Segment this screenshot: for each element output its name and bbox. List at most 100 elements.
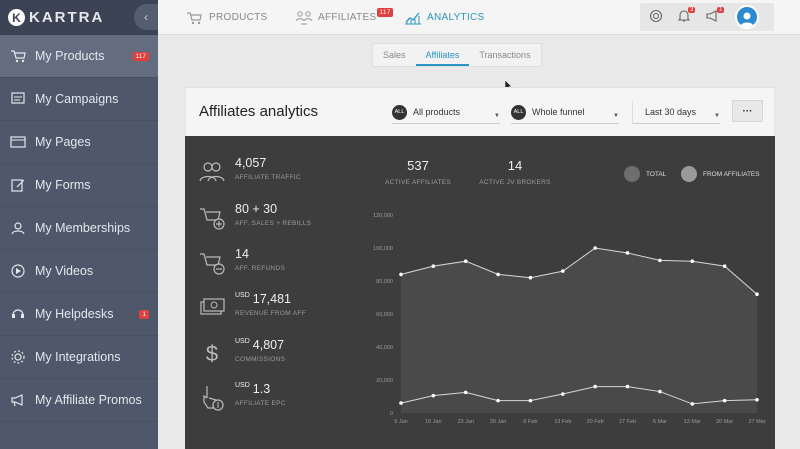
sidebar-item-label: My Products bbox=[35, 49, 105, 63]
caret-down-icon: ▼ bbox=[714, 113, 720, 119]
data-point bbox=[593, 384, 597, 389]
stat-aff-sales: 80 + 30 AFF. SALES + REBILLS bbox=[197, 202, 311, 234]
x-tick-label: 16 Jan bbox=[425, 419, 442, 425]
product-filter-select[interactable]: ALL All products ▼ bbox=[392, 101, 500, 124]
data-point bbox=[496, 398, 500, 403]
y-tick-label: 40,000 bbox=[376, 345, 393, 351]
stat-label: AFF. SALES + REBILLS bbox=[235, 220, 312, 227]
data-point bbox=[463, 390, 468, 395]
tab-sales[interactable]: Sales bbox=[383, 50, 406, 60]
data-point bbox=[722, 264, 727, 268]
x-tick-label: 9 Jan bbox=[394, 419, 407, 425]
nav-affiliates[interactable]: AFFILIATES 117 bbox=[295, 0, 393, 35]
x-tick-label: 6 Feb bbox=[523, 419, 537, 425]
data-point bbox=[496, 272, 500, 277]
sidebar-item-campaigns[interactable]: My Campaigns bbox=[0, 78, 158, 121]
sidebar-item-products[interactable]: My Products 117 bbox=[0, 35, 158, 78]
data-point bbox=[755, 398, 759, 402]
collapse-sidebar-button[interactable]: ‹ bbox=[134, 4, 158, 30]
funnel-filter-value: Whole funnel bbox=[532, 107, 585, 117]
product-filter-value: All products bbox=[413, 107, 461, 117]
nav-analytics-label: ANALYTICS bbox=[427, 12, 485, 23]
affiliates-count-badge: 117 bbox=[377, 8, 393, 17]
megaphone-icon[interactable]: 1 bbox=[706, 7, 725, 23]
stat-affiliate-traffic: 4,057 AFFILIATE TRAFFIC bbox=[197, 156, 301, 188]
tab-transactions[interactable]: Transactions bbox=[479, 50, 531, 60]
memberships-icon bbox=[9, 219, 27, 237]
helpdesk-icon bbox=[9, 305, 27, 323]
legend-swatch-affiliates bbox=[681, 166, 697, 182]
stat-value: 14 bbox=[235, 247, 249, 261]
sidebar-item-memberships[interactable]: My Memberships bbox=[0, 207, 158, 250]
sidebar-item-videos[interactable]: My Videos bbox=[0, 250, 158, 293]
notifications-badge: 3 bbox=[688, 7, 696, 13]
stat-value: USD 4,807 bbox=[235, 338, 285, 352]
stat-label: REVENUE FROM AFF bbox=[235, 310, 306, 317]
stat-value: USD 1.3 bbox=[235, 382, 286, 396]
kpi-value: 14 bbox=[507, 158, 523, 173]
stat-value: 80 + 30 bbox=[235, 202, 278, 216]
sidebar: K KARTRA ‹ My Products 117 My Campaigns … bbox=[0, 0, 158, 449]
products-count-badge: 117 bbox=[132, 51, 149, 61]
kpi-active-jv-brokers: 14 ACTIVE JV BROKERS bbox=[475, 158, 555, 186]
x-tick-label: 30 Jan bbox=[490, 419, 507, 425]
support-icon[interactable] bbox=[649, 9, 663, 23]
nav-analytics[interactable]: ANALYTICS bbox=[404, 0, 485, 35]
data-point bbox=[593, 246, 597, 250]
sidebar-item-label: My Forms bbox=[35, 178, 91, 192]
stat-label: AFF. REFUNDS bbox=[235, 265, 286, 272]
data-point bbox=[528, 275, 533, 280]
data-point bbox=[561, 269, 565, 273]
data-point bbox=[625, 384, 630, 389]
analytics-panel-body: 4,057 AFFILIATE TRAFFIC 80 + 30 AFF. SALES… bbox=[185, 136, 775, 449]
date-range-value: Last 30 days bbox=[645, 107, 697, 117]
date-range-select[interactable]: Last 30 days ▼ bbox=[632, 101, 720, 124]
sidebar-item-affiliate-promos[interactable]: My Affiliate Promos bbox=[0, 379, 158, 422]
page-title: Affiliates analytics bbox=[199, 103, 318, 120]
stat-label: AFFILIATE TRAFFIC bbox=[235, 174, 301, 181]
all-badge: ALL bbox=[511, 104, 526, 120]
stat-label: AFFILIATE EPC bbox=[235, 400, 286, 407]
affiliates-line-chart: 0 20,000 40,000 60,000 80,000 100,000 120,000 9… bbox=[373, 213, 766, 425]
analytics-subtabs: Sales Affiliates Transactions bbox=[372, 43, 542, 67]
click-dollar-icon bbox=[197, 382, 227, 414]
tab-affiliates[interactable]: Affiliates bbox=[415, 44, 470, 66]
nav-products-label: PRODUCTS bbox=[209, 12, 268, 23]
stat-number: 1.3 bbox=[252, 382, 271, 396]
top-right-tools: 3 1 bbox=[640, 3, 774, 31]
y-tick-label: 20,000 bbox=[376, 378, 393, 384]
x-tick-label: 13 Mar bbox=[684, 419, 701, 425]
kpi-active-affiliates: 537 ACTIVE AFFILIATES bbox=[379, 158, 457, 186]
sidebar-item-label: My Videos bbox=[35, 264, 94, 278]
funnel-filter-select[interactable]: ALL Whole funnel ▼ bbox=[511, 101, 619, 124]
series-line bbox=[400, 386, 758, 405]
data-point bbox=[658, 389, 662, 394]
currency-label: USD bbox=[235, 292, 250, 299]
legend-affiliates[interactable]: FROM AFFILIATES bbox=[681, 166, 760, 182]
more-options-button[interactable]: ··· bbox=[732, 100, 763, 122]
sidebar-item-forms[interactable]: My Forms bbox=[0, 164, 158, 207]
x-tick-label: 6 Mar bbox=[653, 419, 667, 425]
data-point bbox=[658, 258, 662, 263]
sidebar-item-pages[interactable]: My Pages bbox=[0, 121, 158, 164]
data-point bbox=[690, 259, 695, 263]
sidebar-item-label: My Campaigns bbox=[35, 92, 119, 106]
avatar[interactable] bbox=[735, 5, 759, 29]
brand-logo[interactable]: K KARTRA ‹ bbox=[0, 0, 158, 35]
legend-total[interactable]: TOTAL bbox=[624, 166, 666, 182]
y-tick-label: 80,000 bbox=[376, 279, 393, 285]
megaphone-icon bbox=[9, 391, 27, 409]
nav-products[interactable]: PRODUCTS bbox=[186, 0, 268, 35]
bell-icon[interactable]: 3 bbox=[677, 7, 696, 23]
money-icon bbox=[197, 292, 227, 324]
currency-label: USD bbox=[235, 338, 250, 345]
sidebar-item-helpdesks[interactable]: My Helpdesks 1 bbox=[0, 293, 158, 336]
legend-label: FROM AFFILIATES bbox=[703, 170, 760, 178]
data-point bbox=[625, 251, 630, 255]
user-icon bbox=[740, 12, 754, 27]
sidebar-item-integrations[interactable]: My Integrations bbox=[0, 336, 158, 379]
nav-affiliates-label: AFFILIATES bbox=[318, 12, 377, 23]
chart-icon bbox=[404, 11, 422, 25]
y-tick-label: 100,000 bbox=[373, 246, 393, 252]
brand-name: KARTRA bbox=[29, 9, 105, 26]
